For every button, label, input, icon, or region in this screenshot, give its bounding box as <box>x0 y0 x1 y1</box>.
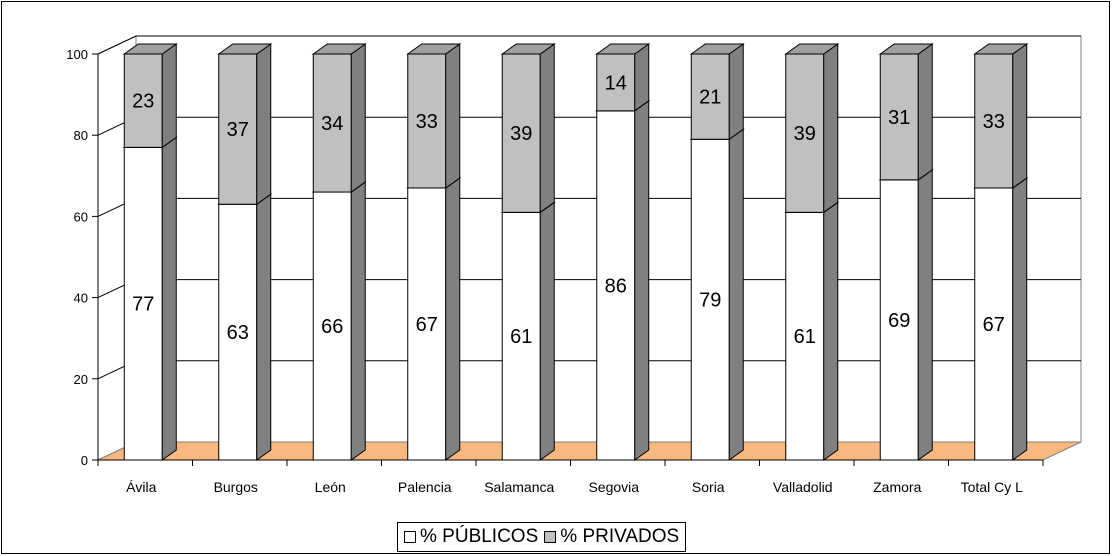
data-label-privados: 34 <box>321 113 343 135</box>
bar-publicos-side <box>162 137 176 460</box>
data-label-publicos: 67 <box>983 314 1005 336</box>
data-label-publicos: 79 <box>699 290 721 312</box>
bar-privados-side <box>540 44 554 212</box>
bar-publicos-side <box>257 194 271 460</box>
data-label-privados: 33 <box>983 111 1005 133</box>
data-label-publicos: 63 <box>227 322 249 344</box>
bar-publicos-side <box>918 170 932 460</box>
x-category-label: Ávila <box>126 479 157 495</box>
data-label-publicos: 67 <box>416 314 438 336</box>
data-label-publicos: 77 <box>132 294 154 316</box>
x-category-label: Zamora <box>873 479 921 495</box>
legend: % PÚBLICOS % PRIVADOS <box>397 522 686 552</box>
bar-privados-side <box>162 44 176 147</box>
data-label-privados: 31 <box>888 107 910 129</box>
bar-publicos-side <box>1013 178 1027 460</box>
data-label-publicos: 61 <box>510 326 532 348</box>
x-category-label: Segovia <box>588 479 639 495</box>
bar-publicos-side <box>540 202 554 460</box>
legend-label-privados: % PRIVADOS <box>560 526 679 548</box>
bar-privados-side <box>446 44 460 188</box>
bar-publicos-side <box>729 129 743 460</box>
data-label-publicos: 61 <box>794 326 816 348</box>
data-label-privados: 37 <box>227 119 249 141</box>
bar-privados-side <box>257 44 271 204</box>
bar-privados-side <box>918 44 932 180</box>
x-category-label: Palencia <box>398 479 452 495</box>
x-category-label: Salamanca <box>484 479 554 495</box>
data-label-publicos: 69 <box>888 310 910 332</box>
bar-privados-side <box>1013 44 1027 188</box>
x-category-label: León <box>315 479 346 495</box>
y-tick-label: 0 <box>81 453 88 468</box>
legend-swatch-privados <box>544 531 556 543</box>
x-category-label: Soria <box>692 479 725 495</box>
data-label-privados: 21 <box>699 87 721 109</box>
y-tick-label: 20 <box>74 372 88 387</box>
data-label-privados: 39 <box>510 123 532 145</box>
category-labels: Ávila Burgos León Palencia Salamanca Segovia S… <box>98 460 1043 495</box>
x-category-label: Valladolid <box>773 479 833 495</box>
legend-item-publicos: % PÚBLICOS <box>404 526 538 548</box>
x-category-label: Total Cy L <box>961 479 1023 495</box>
data-label-publicos: 66 <box>321 316 343 338</box>
bar-publicos-side <box>824 202 838 460</box>
legend-item-privados: % PRIVADOS <box>544 526 679 548</box>
bar-privados-side <box>729 44 743 139</box>
y-tick-label: 60 <box>74 209 88 224</box>
bar-privados-side <box>824 44 838 212</box>
bar-publicos-side <box>351 182 365 460</box>
data-label-privados: 14 <box>605 72 627 94</box>
y-tick-label: 80 <box>74 128 88 143</box>
y-tick-label: 40 <box>74 291 88 306</box>
bar-privados-side <box>351 44 365 192</box>
data-label-privados: 33 <box>416 111 438 133</box>
data-label-privados: 23 <box>132 91 154 113</box>
bar-publicos-side <box>446 178 460 460</box>
bar-privados-side <box>635 44 649 111</box>
legend-label-publicos: % PÚBLICOS <box>420 526 538 548</box>
x-category-label: Burgos <box>214 479 258 495</box>
y-tick-label: 100 <box>66 47 88 62</box>
legend-swatch-publicos <box>404 531 416 543</box>
data-label-publicos: 86 <box>605 275 627 297</box>
data-label-privados: 39 <box>794 123 816 145</box>
bar-publicos-side <box>635 101 649 460</box>
